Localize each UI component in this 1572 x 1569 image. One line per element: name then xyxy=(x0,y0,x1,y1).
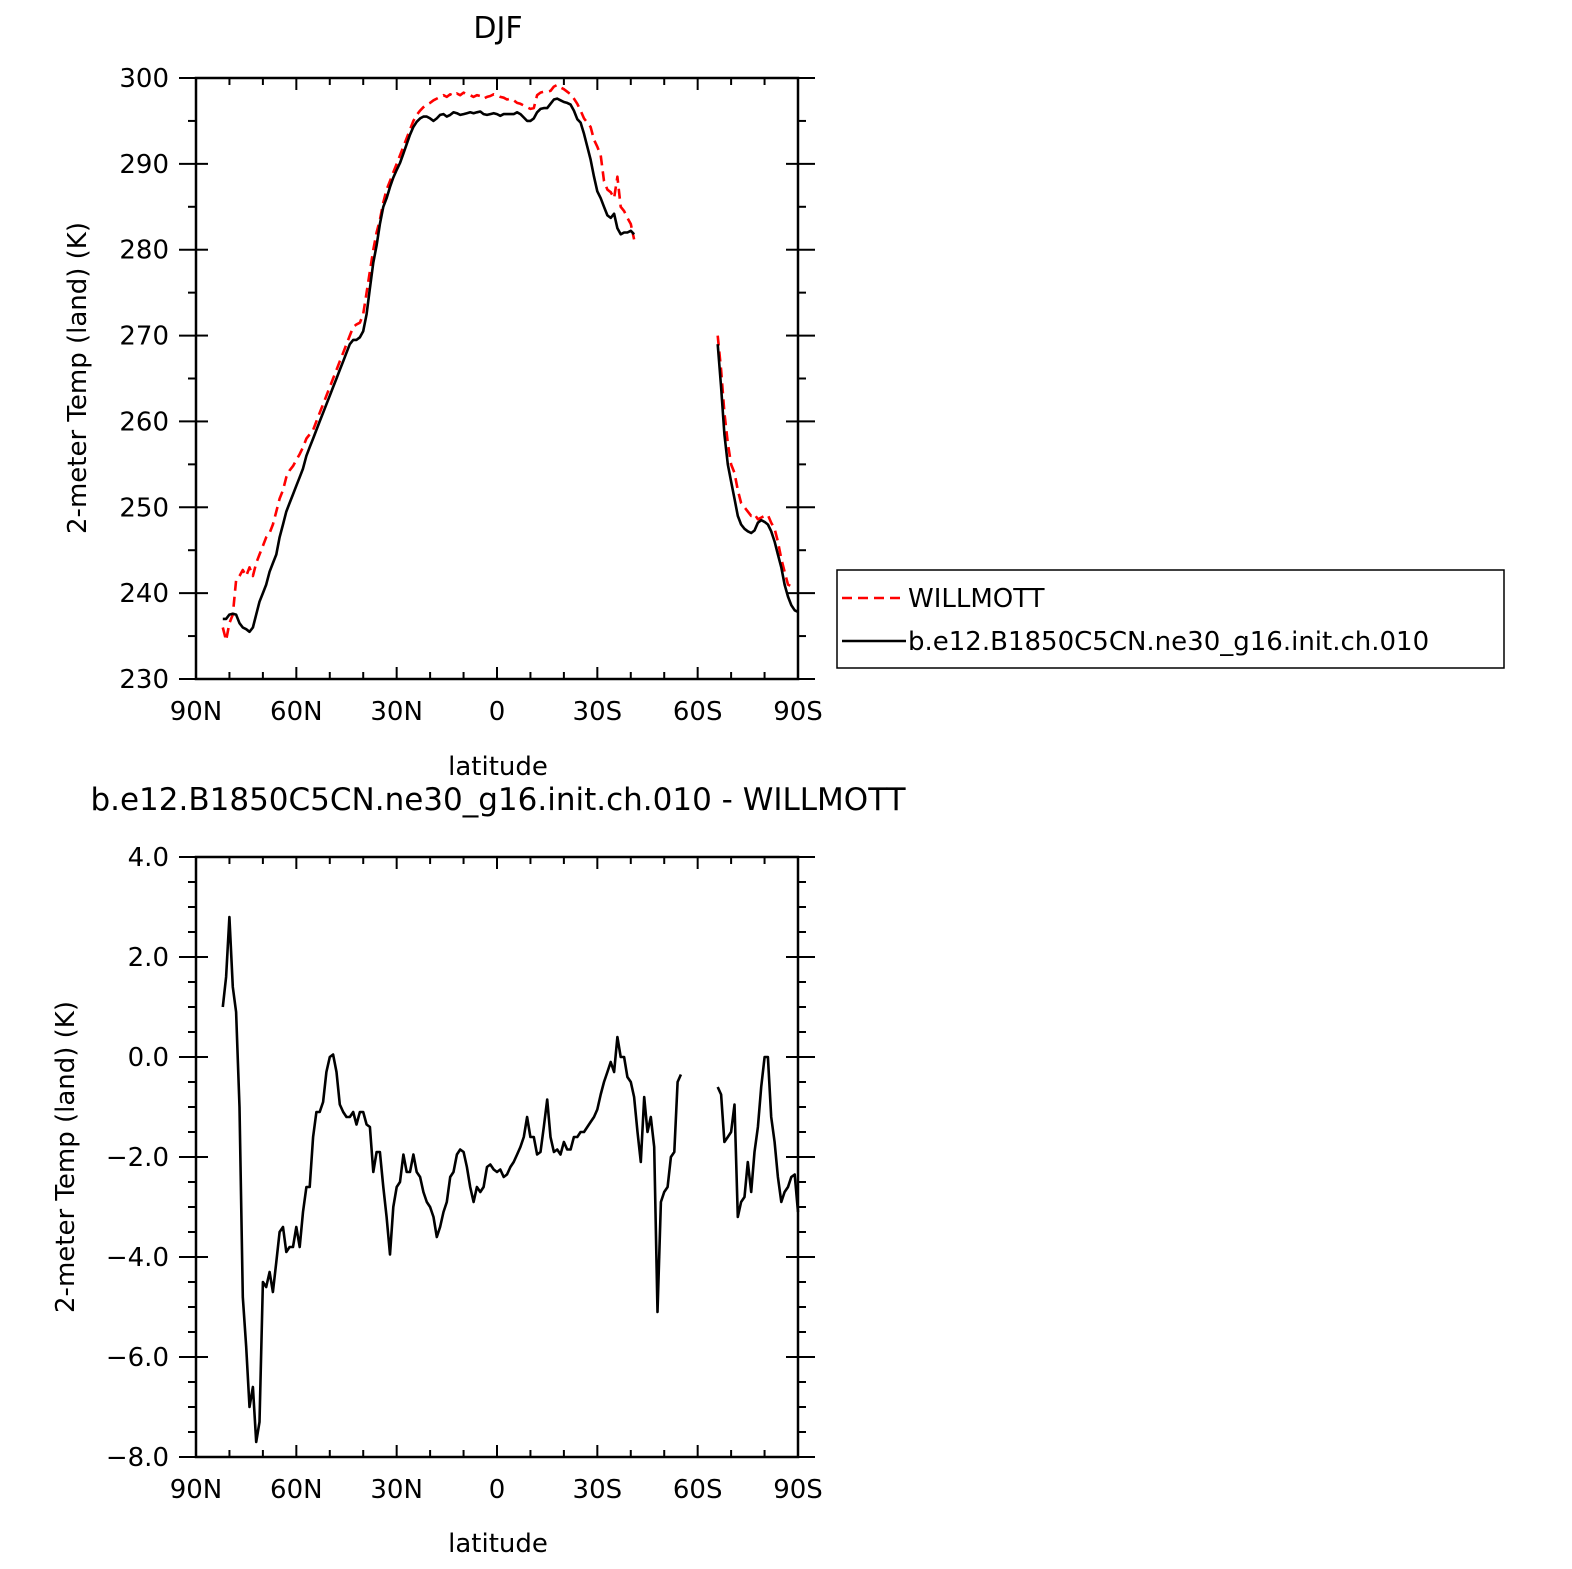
top-series-0-line xyxy=(221,83,636,642)
top-y-tick-label: 250 xyxy=(119,493,169,523)
bottom-series-0-line xyxy=(716,1055,800,1219)
top-y-tick-label: 270 xyxy=(119,322,169,352)
top-y-tick-label: 260 xyxy=(119,407,169,437)
bottom-y-tick-label: 2.0 xyxy=(128,943,169,973)
top-y-tick-label: 230 xyxy=(119,665,169,695)
bottom-x-tick-label: 30N xyxy=(370,1475,423,1505)
chart-title-top: DJF xyxy=(473,11,522,46)
bottom-y-tick-label: 4.0 xyxy=(128,843,169,873)
legend-label-model: b.e12.B1850C5CN.ne30_g16.init.ch.010 xyxy=(908,627,1429,657)
top-y-tick-label: 290 xyxy=(119,150,169,180)
top-x-tick-label: 90S xyxy=(773,697,823,727)
top-x-tick-label: 30N xyxy=(370,697,423,727)
top-y-tick-label: 300 xyxy=(119,64,169,94)
top-x-tick-label: 60S xyxy=(673,697,723,727)
bottom-x-tick-label: 60S xyxy=(673,1475,723,1505)
top-series-1-line xyxy=(222,97,636,634)
top-x-tick-label: 30S xyxy=(573,697,623,727)
plot-area-bottom: 90N 60N 30N 0 30S 60S 90S −8.0 −6.0 −4.0 −2.0 0.0 2.… xyxy=(106,843,823,1505)
top-y-tick-label: 280 xyxy=(119,236,169,266)
bottom-y-tick-label: −8.0 xyxy=(106,1443,169,1473)
top-series-1-line xyxy=(716,344,799,614)
bottom-y-tick-label: −6.0 xyxy=(106,1343,169,1373)
top-x-tick-label: 0 xyxy=(489,697,506,727)
bottom-y-tick-label: −2.0 xyxy=(106,1143,169,1173)
legend: WILLMOTT b.e12.B1850C5CN.ne30_g16.init.c… xyxy=(836,569,1505,669)
top-frame xyxy=(194,76,800,681)
bottom-series-0-line xyxy=(221,915,683,1444)
bottom-x-tick-label: 0 xyxy=(489,1475,506,1505)
bottom-x-tick-label: 30S xyxy=(573,1475,623,1505)
legend-box xyxy=(836,569,1505,669)
bottom-y-tick-label: −4.0 xyxy=(106,1243,169,1273)
top-x-tick-label: 90N xyxy=(170,697,223,727)
bottom-x-tick-label: 60N xyxy=(270,1475,323,1505)
bottom-frame xyxy=(194,855,800,1459)
top-series-0-line xyxy=(716,335,796,590)
plot-area-top: 90N 60N 30N 0 30S 60S 90S 230 240 250 260 270 280 290… xyxy=(119,64,822,727)
bottom-x-tick-label: 90S xyxy=(773,1475,823,1505)
x-axis-label-top: latitude xyxy=(448,752,548,782)
x-axis-label-bottom: latitude xyxy=(448,1529,548,1559)
legend-label-willmott: WILLMOTT xyxy=(908,584,1045,614)
bottom-x-tick-label: 90N xyxy=(170,1475,223,1505)
chart-title-bottom: b.e12.B1850C5CN.ne30_g16.init.ch.010 - W… xyxy=(90,782,906,818)
y-axis-label-bottom: 2-meter Temp (land) (K) xyxy=(51,1001,81,1313)
top-x-tick-label: 60N xyxy=(270,697,323,727)
top-y-tick-label: 240 xyxy=(119,579,169,609)
y-axis-label-top: 2-meter Temp (land) (K) xyxy=(63,222,93,534)
bottom-y-tick-label: 0.0 xyxy=(128,1043,169,1073)
